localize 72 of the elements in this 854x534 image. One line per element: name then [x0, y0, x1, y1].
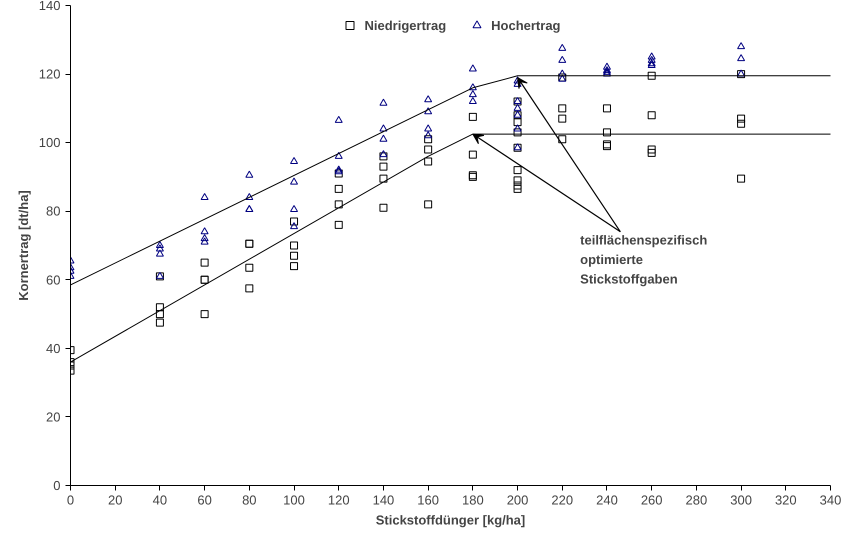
- x-tick-label: 140: [372, 492, 394, 508]
- point: [290, 204, 298, 212]
- x-tick-label: 80: [242, 492, 257, 508]
- x-tick-label: 0: [66, 492, 74, 508]
- point: [648, 56, 656, 63]
- point: [334, 152, 343, 159]
- x-tick-label: 200: [506, 492, 528, 508]
- y-tick-label: 140: [38, 0, 61, 13]
- y-tick-label: 100: [38, 135, 61, 150]
- point: [334, 116, 343, 123]
- point: [379, 150, 388, 158]
- x-tick-label: 220: [551, 492, 574, 508]
- point: [156, 240, 164, 248]
- point: [290, 222, 298, 230]
- y-tick-label: 40: [46, 340, 61, 356]
- point: [156, 250, 164, 257]
- point: [290, 156, 298, 164]
- x-tick-label: 20: [108, 492, 122, 508]
- point: [290, 178, 298, 185]
- point: [245, 170, 254, 178]
- x-tick-label: 280: [686, 492, 708, 508]
- y-axis-title: Kornertrag [dt/ha]: [16, 190, 31, 301]
- point: [648, 52, 656, 60]
- x-tick-label: 260: [640, 492, 663, 508]
- x-tick-label: 240: [596, 492, 618, 508]
- annotation: teilflächenspezifisch optimierte Stickstoffgaben: [580, 232, 708, 287]
- point: [602, 70, 611, 77]
- point: [200, 234, 209, 242]
- y-tick-label: 60: [46, 272, 61, 288]
- y-tick-label: 0: [53, 478, 61, 493]
- x-tick-label: 300: [730, 492, 752, 508]
- x-tick-label: 160: [417, 492, 440, 508]
- x-tick-label: 180: [462, 492, 484, 508]
- point: [468, 90, 477, 98]
- point: [468, 83, 477, 90]
- point: [514, 124, 522, 132]
- point: [200, 227, 209, 234]
- point: [156, 244, 164, 252]
- x-tick-label: 320: [774, 492, 797, 508]
- x-tick-label: 40: [152, 492, 168, 508]
- point: [379, 124, 388, 132]
- point: [558, 44, 566, 51]
- point: [379, 98, 388, 106]
- point: [200, 238, 209, 245]
- point: [424, 131, 432, 138]
- point: [245, 192, 254, 200]
- legend-label: Hochertrag: [491, 18, 560, 32]
- x-axis-title: Stickstoffdünger [kg/ha]: [376, 512, 526, 528]
- point: [558, 56, 566, 63]
- point: [737, 42, 746, 50]
- point: [379, 134, 388, 142]
- point: [648, 60, 656, 68]
- point: [558, 70, 566, 77]
- point: [468, 64, 477, 72]
- x-tick-label: 120: [328, 492, 350, 508]
- y-tick-label: 120: [38, 66, 61, 82]
- y-tick-label: 80: [46, 204, 61, 219]
- x-tick-label: 100: [283, 492, 305, 508]
- y-tick-label: 20: [46, 409, 61, 424]
- x-tick-label: 340: [820, 492, 842, 508]
- point: [737, 54, 746, 62]
- point: [514, 104, 522, 111]
- point: [424, 95, 432, 102]
- point: [424, 107, 432, 114]
- legend-label: Niedrigertrag: [364, 18, 446, 32]
- point: [602, 62, 611, 70]
- point: [468, 96, 477, 104]
- point: [424, 124, 432, 132]
- point: [514, 80, 522, 87]
- point: [648, 59, 656, 66]
- point: [200, 192, 209, 200]
- x-tick-label: 60: [197, 492, 212, 508]
